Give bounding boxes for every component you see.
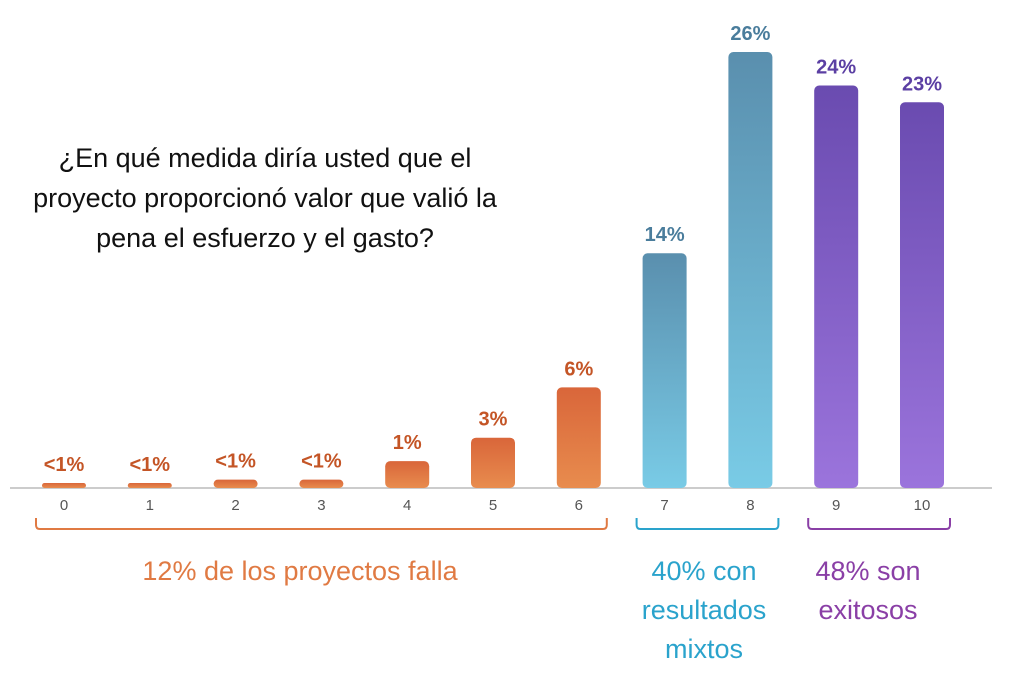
- bar-9: [814, 85, 859, 489]
- tick-label-3: 3: [317, 497, 325, 514]
- tick-label-6: 6: [575, 497, 583, 514]
- bar-6: [556, 387, 601, 488]
- tick-label-2: 2: [231, 497, 239, 514]
- group-bracket-1: [635, 518, 780, 530]
- value-label-6: 6%: [564, 358, 593, 380]
- tick-label-8: 8: [746, 497, 754, 514]
- value-label-5: 3%: [479, 409, 508, 431]
- survey-question: ¿En qué medida diría usted que el proyec…: [33, 143, 497, 253]
- bar-2: [213, 479, 258, 488]
- value-label-4: 1%: [393, 432, 422, 454]
- group-label-mixed: 40% con resultados mixtos: [641, 556, 767, 664]
- bar-7: [642, 253, 687, 488]
- bar-8: [728, 52, 773, 488]
- group-label-fail: 12% de los proyectos falla: [142, 556, 458, 586]
- tick-label-1: 1: [146, 497, 154, 514]
- bar-4: [385, 461, 430, 488]
- value-label-8: 26%: [730, 23, 770, 45]
- value-label-0: <1%: [44, 454, 85, 476]
- value-label-10: 23%: [902, 73, 942, 95]
- group-bracket-2: [807, 518, 951, 530]
- tick-label-4: 4: [403, 497, 411, 514]
- bar-3: [299, 479, 344, 488]
- value-label-9: 24%: [816, 57, 856, 79]
- bar-1: [127, 482, 172, 488]
- group-label-success: 48% son exitosos: [815, 556, 921, 625]
- value-label-1: <1%: [130, 454, 171, 476]
- value-label-7: 14%: [645, 224, 685, 246]
- bar-10: [900, 102, 944, 489]
- tick-label-10: 10: [914, 497, 931, 514]
- tick-label-0: 0: [60, 497, 68, 514]
- bar-5: [471, 437, 515, 488]
- tick-label-5: 5: [489, 497, 497, 514]
- value-label-2: <1%: [215, 451, 256, 473]
- group-bracket-0: [35, 518, 608, 530]
- tick-label-9: 9: [832, 497, 840, 514]
- tick-label-7: 7: [660, 497, 668, 514]
- bar-0: [42, 482, 86, 488]
- value-label-3: <1%: [301, 451, 342, 473]
